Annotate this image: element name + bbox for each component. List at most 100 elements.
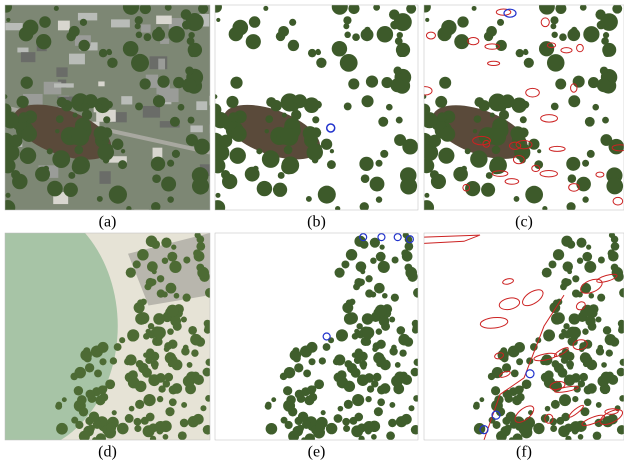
- tree: [411, 425, 420, 434]
- tree: [378, 261, 390, 273]
- building: [58, 21, 70, 31]
- building: [56, 67, 67, 77]
- tree: [429, 135, 441, 147]
- tree: [611, 236, 618, 243]
- tree: [528, 139, 539, 150]
- tree: [222, 174, 237, 189]
- tree: [57, 97, 67, 107]
- tree: [551, 32, 557, 38]
- tree: [19, 112, 29, 122]
- tree: [492, 146, 501, 155]
- tree: [568, 95, 580, 107]
- tree: [281, 128, 299, 146]
- tree: [164, 346, 170, 352]
- tree: [230, 147, 246, 163]
- tree: [585, 316, 595, 326]
- tree: [359, 157, 373, 171]
- building: [156, 16, 172, 24]
- tree: [226, 96, 238, 108]
- tree: [165, 407, 174, 416]
- tree: [188, 117, 195, 124]
- tree: [284, 367, 295, 378]
- tree: [79, 407, 88, 416]
- tree: [585, 117, 595, 127]
- tree: [596, 317, 602, 323]
- tree: [601, 362, 607, 368]
- tree: [150, 436, 156, 442]
- tree: [97, 144, 114, 161]
- tree: [271, 397, 276, 402]
- tree: [512, 395, 522, 405]
- tree: [578, 434, 584, 440]
- tree: [378, 117, 388, 127]
- tree: [534, 160, 543, 169]
- tree: [134, 418, 142, 426]
- panel-label: (c): [515, 214, 533, 231]
- tree: [389, 316, 395, 322]
- tree: [54, 6, 59, 11]
- tree: [125, 354, 136, 365]
- tree: [185, 66, 193, 74]
- tree: [170, 316, 181, 327]
- tree: [376, 361, 383, 368]
- tree: [602, 43, 616, 57]
- tree: [586, 383, 596, 393]
- tree: [47, 148, 53, 154]
- panel: [424, 232, 624, 443]
- tree: [151, 240, 160, 249]
- tree: [203, 425, 213, 435]
- tree: [249, 16, 261, 28]
- tree: [55, 403, 62, 410]
- tree: [97, 342, 108, 353]
- tree: [316, 58, 326, 68]
- tree: [136, 360, 144, 368]
- tree: [148, 374, 160, 386]
- tree: [551, 400, 560, 409]
- tree: [569, 327, 581, 339]
- tree: [586, 245, 591, 250]
- building: [17, 48, 28, 53]
- tree: [210, 200, 225, 215]
- tree: [419, 200, 434, 215]
- tree: [82, 110, 92, 120]
- tree: [592, 104, 599, 111]
- tree: [344, 103, 352, 111]
- tree: [1, 1, 12, 12]
- tree: [152, 174, 161, 183]
- tree: [393, 67, 401, 75]
- tree: [74, 146, 83, 155]
- tree: [181, 316, 187, 322]
- tree: [178, 104, 185, 111]
- tree: [135, 313, 147, 325]
- tree: [593, 431, 602, 440]
- tree: [603, 326, 611, 334]
- tree: [338, 406, 344, 412]
- tree: [361, 174, 370, 183]
- tree: [140, 299, 147, 306]
- tree: [140, 78, 151, 89]
- tree: [96, 104, 104, 112]
- tree: [349, 299, 355, 305]
- tree: [566, 157, 580, 171]
- tree: [597, 294, 605, 302]
- tree: [117, 423, 129, 435]
- tree: [94, 369, 102, 377]
- panel: [206, 0, 418, 215]
- tree: [361, 95, 373, 107]
- tree: [112, 139, 123, 150]
- tree: [186, 134, 198, 146]
- tree: [167, 252, 177, 262]
- panel-label: (f): [516, 444, 532, 461]
- tree: [144, 33, 152, 41]
- tree: [315, 423, 325, 433]
- tree: [19, 27, 34, 42]
- tree: [356, 323, 362, 329]
- building: [5, 23, 22, 30]
- tree: [55, 129, 59, 133]
- tree: [256, 148, 262, 154]
- tree: [174, 293, 180, 299]
- panel-label: (b): [307, 214, 326, 231]
- tree: [352, 333, 359, 340]
- tree: [205, 395, 212, 402]
- tree: [188, 326, 197, 335]
